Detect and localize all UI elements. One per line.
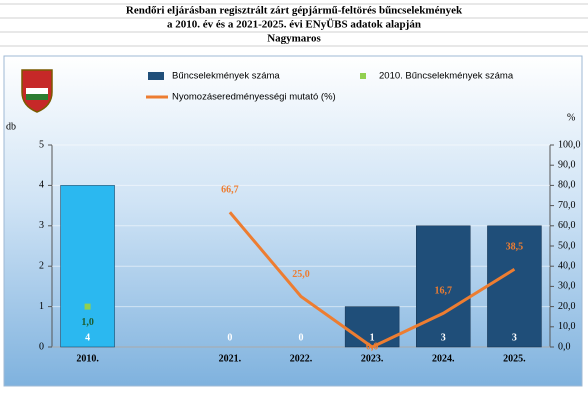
bar-value-label: 3 [512,332,517,343]
line [228,211,516,349]
legend-label: Nyomozáseredményességi mutató (%) [172,92,336,103]
title-line: Nagymaros [267,33,321,45]
y2-tick-label: 80,0 [558,180,576,191]
title-line: a 2010. év és a 2021-2025. évi ENyÜBS ad… [167,18,421,31]
legend-swatch [148,72,164,80]
marker-value-label: 1,0 [81,317,94,328]
x-tick-label: 2022. [290,353,313,364]
y2-tick-label: 0,0 [558,341,571,352]
bar [487,225,542,348]
legend-label: Bűncselekmények száma [172,71,280,82]
y2-tick-label: 10,0 [558,321,576,332]
y-tick-label: 5 [39,139,44,150]
y-tick-label: 2 [39,260,44,271]
bar [416,225,471,348]
bar-value-label: 1 [370,332,375,343]
line-value-label: 16,7 [435,286,453,297]
line-value-label: 66,7 [221,185,239,196]
emblem [21,69,53,113]
marker [84,303,91,310]
legend-label: 2010. Bűncselekmények száma [379,71,514,82]
bar-value-label: 3 [441,332,446,343]
y-tick-label: 0 [39,341,44,352]
line-value-label: 25,0 [292,269,310,280]
legend-swatch [360,73,366,79]
y2-tick-label: 90,0 [558,159,576,170]
bar-value-label: 0 [227,332,232,343]
sheet-grid [0,3,588,47]
line-value-label: 38,5 [506,242,524,253]
y2-tick-label: 30,0 [558,281,576,292]
x-tick-label: 2025. [503,353,526,364]
x-tick-label: 2010. [76,353,99,364]
x-tick-label: 2023. [361,353,384,364]
bar [60,185,115,348]
y2-tick-label: 20,0 [558,301,576,312]
line-value-label: 0,0 [366,341,379,352]
y-tick-label: 3 [39,220,44,231]
y-tick-label: 4 [39,180,44,191]
y2-tick-label: 100,0 [558,139,581,150]
y-tick-label: 1 [39,301,44,312]
y2-tick-label: 50,0 [558,240,576,251]
x-tick-label: 2024. [432,353,455,364]
title-line: Rendőri eljárásban regisztrált zárt gépj… [126,5,463,17]
x-tick-label: 2021. [219,353,242,364]
bar-value-label: 0 [299,332,304,343]
y2-tick-label: 60,0 [558,220,576,231]
y-axis-label: db [6,121,16,132]
bar-value-label: 4 [85,332,90,343]
y2-tick-label: 40,0 [558,260,576,271]
y2-tick-label: 70,0 [558,200,576,211]
y2-axis-label: % [567,112,575,123]
bar [344,306,400,348]
